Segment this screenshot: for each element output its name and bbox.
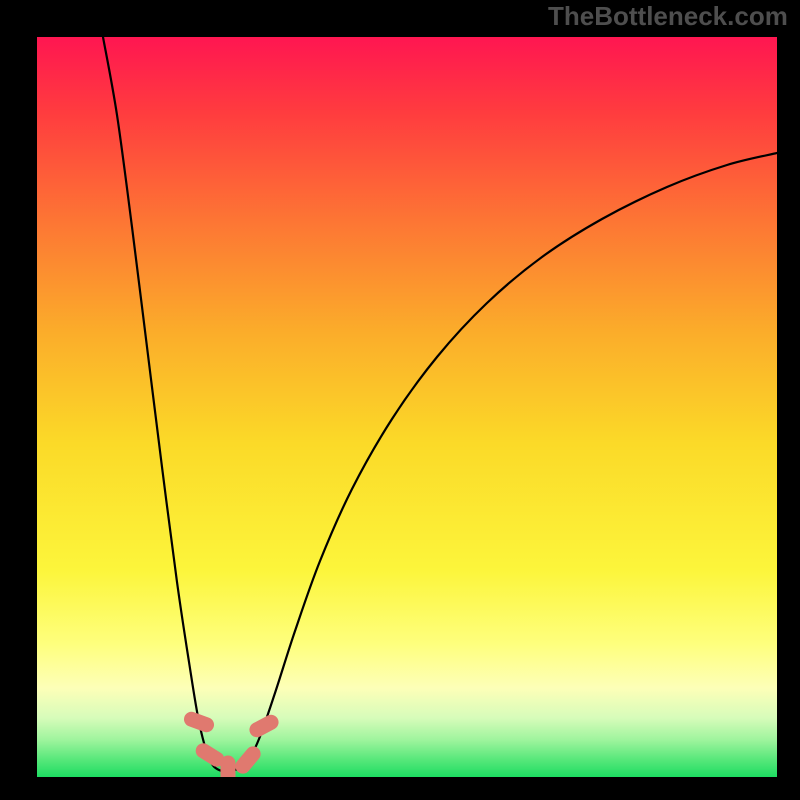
watermark-text: TheBottleneck.com [548, 1, 788, 32]
curve-marker [221, 756, 235, 777]
gradient-background [37, 37, 777, 777]
